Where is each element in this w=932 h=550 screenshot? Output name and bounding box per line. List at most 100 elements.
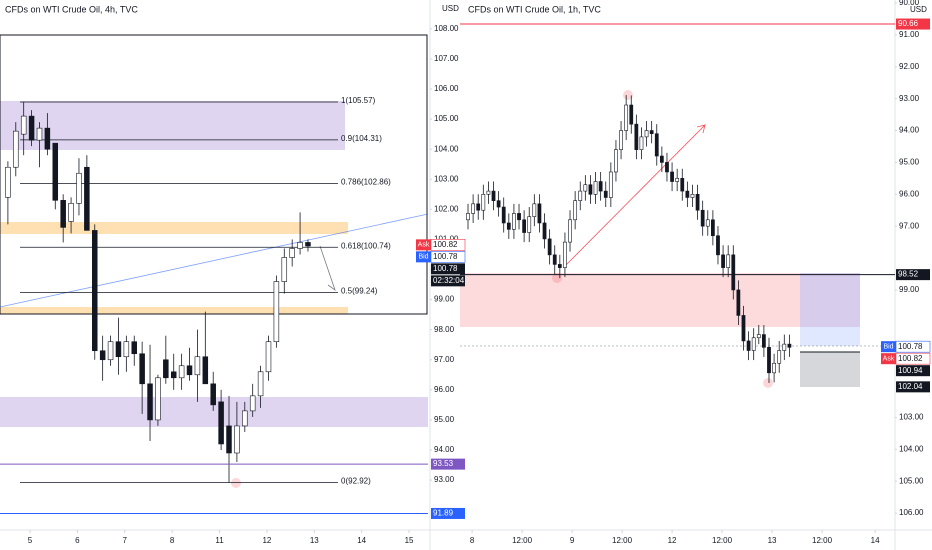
- candle-body: [552, 254, 557, 265]
- price-tag-label: 100.78: [898, 342, 923, 351]
- target-box: [800, 273, 860, 327]
- candle-body: [762, 334, 766, 348]
- tag-badge: [416, 251, 431, 263]
- candle-body: [5, 166, 11, 198]
- x-tick-label: 12: [262, 536, 271, 545]
- candle-body: [522, 219, 527, 233]
- stop-box: [800, 352, 860, 387]
- swing-marker: [763, 378, 773, 388]
- y-tick-label: 106.00: [434, 84, 459, 93]
- price-tag-label: 100.94: [898, 366, 923, 375]
- candle-body: [777, 350, 782, 364]
- candle-body: [716, 235, 720, 256]
- candle-body: [92, 230, 98, 352]
- y-tick-label: 106.00: [899, 508, 924, 517]
- candle-body: [578, 190, 583, 201]
- candle-body: [466, 213, 470, 221]
- candle-body: [583, 184, 588, 192]
- price-tag-label: 100.78: [433, 264, 458, 273]
- x-tick-label: 8: [470, 536, 475, 545]
- candle-body: [273, 281, 280, 343]
- candle-body: [265, 341, 272, 373]
- candle-body: [517, 213, 521, 221]
- x-tick-label: 13: [310, 536, 319, 545]
- candle-body: [772, 362, 776, 374]
- candle-body: [501, 206, 506, 224]
- y-tick-label: 104.00: [899, 444, 924, 453]
- price-tag: [896, 381, 930, 393]
- candle-body: [675, 178, 680, 182]
- candle-body: [659, 155, 664, 163]
- price-tag: [896, 365, 930, 377]
- y-tick-label: 98.00: [434, 325, 455, 334]
- y-tick-label: 107.00: [434, 54, 459, 63]
- candle-body: [726, 254, 731, 268]
- chart-title: CFDs on WTI Crude Oil, 1h, TVC: [468, 4, 601, 14]
- candle-body: [588, 184, 593, 195]
- x-tick-label: 12:00: [612, 536, 633, 545]
- x-tick-label: 9: [570, 536, 575, 545]
- candle-body: [218, 401, 224, 445]
- price-tag: [431, 275, 465, 287]
- price-tag: [431, 507, 465, 519]
- price-tag: [896, 18, 930, 30]
- candle-body: [13, 130, 19, 168]
- tag-badge: [881, 353, 896, 365]
- candle-body: [670, 171, 674, 182]
- price-tag-label: 90.66: [898, 19, 919, 28]
- chart-title: CFDs on WTI Crude Oil, 4h, TVC: [5, 4, 138, 14]
- candle-body: [680, 178, 685, 192]
- swing-marker: [623, 90, 633, 100]
- tag-text: Bid: [883, 344, 893, 351]
- orange-band: [0, 222, 348, 234]
- price-tag: [431, 263, 465, 275]
- x-tick-label: 5: [28, 536, 33, 545]
- price-tag: [895, 340, 931, 353]
- candle-body: [512, 213, 516, 230]
- y-tick-label: 96.00: [434, 385, 455, 394]
- candle-body: [186, 365, 193, 376]
- fib-label: 0.9(104.31): [341, 134, 382, 143]
- orange-band: [0, 307, 348, 314]
- price-tag-label: 102.04: [898, 382, 923, 391]
- candle-body: [746, 340, 751, 351]
- candle-body: [257, 371, 264, 397]
- candle-body: [624, 104, 629, 131]
- y-tick-label: 99.00: [434, 295, 455, 304]
- candle-body: [107, 341, 114, 361]
- candle-body: [155, 377, 161, 421]
- x-tick-label: 7: [123, 536, 128, 545]
- y-tick-label: 105.00: [899, 476, 924, 485]
- candle-body: [568, 219, 572, 243]
- candle-body: [496, 200, 501, 208]
- price-tag-label: 100.78: [433, 252, 458, 261]
- candle-body: [649, 130, 654, 135]
- candle-body: [542, 222, 547, 240]
- candle-body: [787, 343, 792, 348]
- fib-label: 0(92.92): [341, 477, 371, 486]
- y-tick-label: 108.00: [434, 24, 459, 33]
- candle-body: [60, 200, 66, 228]
- candle-body: [563, 241, 567, 268]
- candle-body: [639, 136, 644, 150]
- tag-badge: [881, 341, 896, 353]
- x-tick-label: 12:00: [712, 536, 733, 545]
- candle-body: [147, 383, 153, 421]
- candle-body: [557, 264, 562, 268]
- candle-body: [736, 289, 741, 316]
- candle-body: [700, 209, 705, 227]
- candle-body: [608, 171, 613, 198]
- supply-zone: [0, 101, 345, 150]
- y-tick-label: 90.00: [899, 0, 920, 7]
- y-tick-label: 93.00: [899, 94, 920, 103]
- candle-body: [751, 337, 756, 351]
- candle-body: [705, 219, 710, 227]
- price-tag-label: 91.89: [433, 509, 454, 518]
- price-tag-label: 93.53: [433, 459, 454, 468]
- y-tick-label: 97.00: [899, 221, 920, 230]
- y-tick-label: 95.00: [434, 415, 455, 424]
- y-tick-label: 93.00: [434, 475, 455, 484]
- x-tick-label: 12:00: [512, 536, 533, 545]
- currency-label: USD: [910, 5, 927, 14]
